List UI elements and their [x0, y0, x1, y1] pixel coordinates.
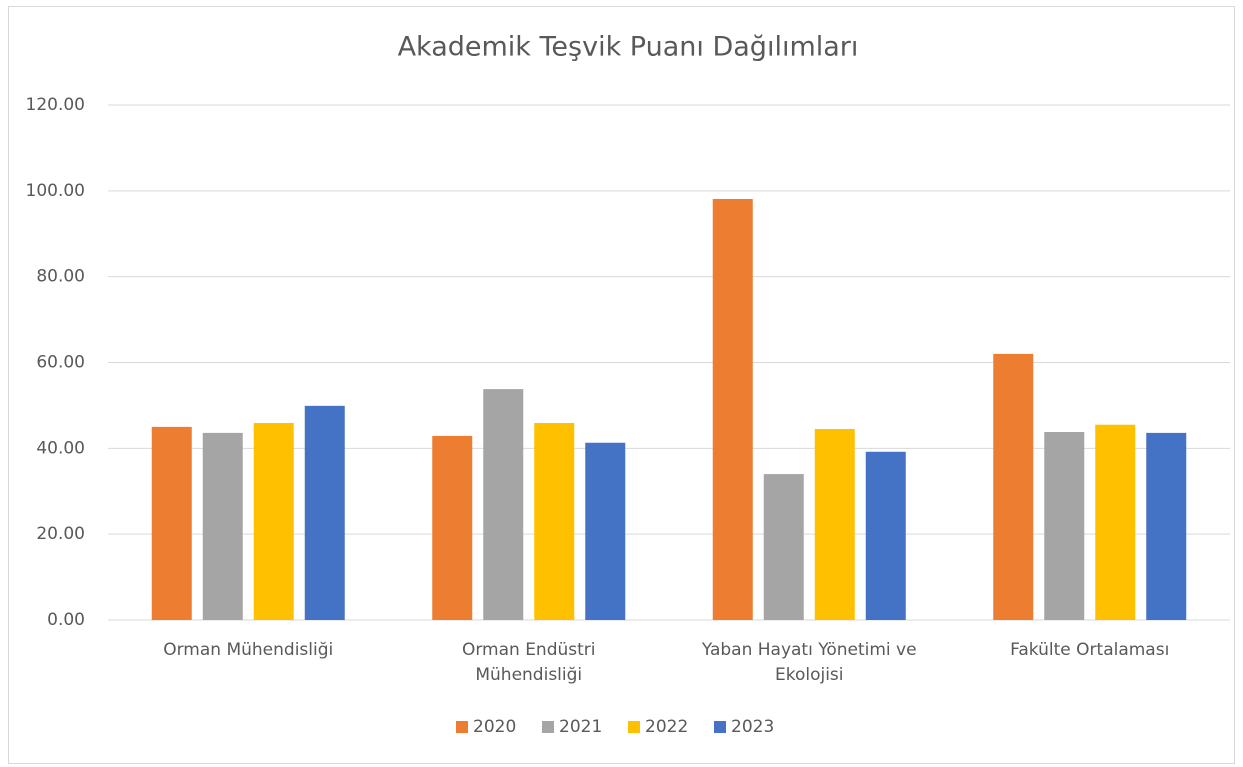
y-tick-label: 100.00: [26, 181, 85, 201]
bar: [202, 432, 243, 620]
y-tick-label: 40.00: [36, 438, 85, 458]
bar: [483, 389, 524, 620]
legend-swatch: [542, 721, 554, 733]
y-tick-label: 20.00: [36, 524, 85, 544]
legend-label: 2021: [559, 717, 602, 737]
bar: [763, 474, 804, 620]
bar: [304, 405, 345, 620]
y-tick-label: 0.00: [47, 610, 85, 630]
bar: [432, 435, 473, 620]
y-tick-label: 120.00: [26, 95, 85, 115]
bar: [1146, 432, 1187, 620]
x-tick-label: Orman Mühendisliği: [163, 640, 334, 660]
bar: [865, 451, 906, 620]
x-tick-label: Yaban Hayatı Yönetimi ve Ekolojisi: [701, 640, 917, 685]
bar: [534, 423, 575, 620]
bar: [1095, 424, 1136, 620]
x-tick-label: Orman Endüstri Mühendisliği: [461, 640, 596, 685]
bar: [253, 423, 294, 620]
x-tick-label: Fakülte Ortalaması: [1010, 640, 1170, 660]
bar: [814, 429, 855, 620]
bar: [585, 442, 626, 620]
legend-swatch: [714, 721, 726, 733]
legend-swatch: [628, 721, 640, 733]
legend-label: 2023: [731, 717, 774, 737]
bar: [151, 426, 192, 620]
bar: [1044, 432, 1085, 620]
chart-title: Akademik Teşvik Puanı Dağılımları: [398, 32, 859, 63]
legend-label: 2022: [645, 717, 688, 737]
legend-swatch: [456, 721, 468, 733]
legend-label: 2020: [473, 717, 516, 737]
bar: [712, 198, 753, 621]
y-tick-label: 60.00: [36, 353, 85, 373]
y-tick-label: 80.00: [36, 267, 85, 287]
bar: [993, 353, 1034, 620]
